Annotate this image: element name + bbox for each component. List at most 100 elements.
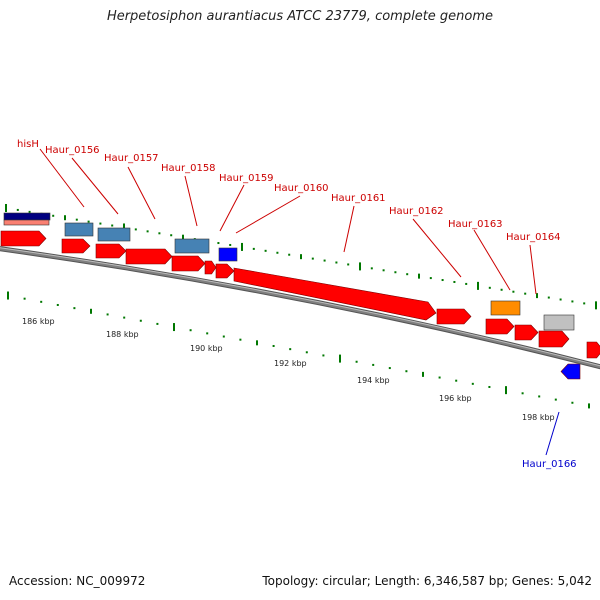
- blue-feature: [218, 247, 238, 262]
- inner-tick: [422, 371, 424, 377]
- gene-label: Haur_0159: [219, 173, 274, 184]
- cds-arrow: [514, 324, 539, 341]
- inner-tick: [189, 329, 192, 332]
- gene-label: Haur_0161: [331, 193, 386, 204]
- inner-tick: [322, 354, 325, 357]
- inner-tick: [256, 340, 258, 346]
- outer-tick: [16, 208, 19, 211]
- outer-tick: [99, 222, 102, 225]
- outer-tick: [52, 214, 55, 217]
- outer-tick: [441, 279, 444, 282]
- steelblue-feature: [97, 227, 131, 242]
- outer-tick: [488, 286, 491, 289]
- outer-tick: [252, 247, 255, 250]
- inner-tick: [521, 392, 524, 395]
- outer-tick: [158, 232, 161, 235]
- inner-tick: [554, 398, 557, 401]
- inner-tick: [139, 319, 142, 322]
- inner-tick: [7, 291, 9, 300]
- inner-tick: [73, 307, 76, 310]
- label-leaders: [39, 148, 560, 456]
- label-leader: [219, 184, 245, 232]
- cds-arrow: [125, 248, 173, 265]
- inner-tick: [588, 403, 590, 409]
- outer-tick: [241, 242, 243, 251]
- gene-label: Haur_0158: [161, 163, 216, 174]
- inner-tick: [272, 344, 275, 347]
- backbone-highlight: [0, 247, 600, 367]
- inner-tick: [156, 322, 159, 325]
- cds-arrow: [215, 263, 235, 279]
- label-leader: [39, 148, 85, 208]
- label-leader: [412, 218, 462, 278]
- accession-text: Accession: NC_009972: [9, 574, 146, 588]
- outer-tick: [406, 273, 409, 276]
- cds-arrow: [233, 267, 437, 321]
- outer-tick: [347, 263, 350, 266]
- inner-tick: [355, 360, 358, 363]
- inner-tick: [438, 376, 441, 379]
- outer-tick: [87, 220, 90, 223]
- inner-tick: [405, 370, 408, 373]
- gene-label: Haur_0160: [274, 183, 329, 194]
- outer-tick: [288, 253, 291, 256]
- outer-tick: [111, 224, 114, 227]
- inner-tick: [23, 297, 26, 300]
- outer-tick: [524, 292, 527, 295]
- cds-arrow: [436, 308, 472, 325]
- inner-tick: [372, 363, 375, 366]
- inner-tick: [455, 379, 458, 382]
- cds-arrow: [95, 243, 127, 259]
- inner-tick: [488, 385, 491, 388]
- label-leader: [473, 229, 511, 291]
- cds-arrow: [586, 341, 600, 359]
- cds-arrow: [204, 260, 217, 275]
- inner-tick: [40, 300, 43, 303]
- inner-tick: [239, 338, 242, 341]
- outer-tick: [583, 302, 586, 305]
- outer-tick: [359, 262, 361, 271]
- outer-tick: [182, 234, 184, 240]
- cds-arrow: [485, 318, 515, 335]
- outer-tick: [477, 281, 479, 290]
- inner-tick: [538, 395, 541, 398]
- outer-tick: [300, 254, 302, 260]
- outer-tick: [512, 290, 515, 293]
- outer-tick: [335, 261, 338, 264]
- outer-tick: [382, 269, 385, 272]
- label-leader: [184, 175, 198, 227]
- label-leader: [235, 195, 301, 234]
- label-leader: [71, 157, 119, 215]
- outer-tick: [264, 249, 267, 252]
- orange-feature: [490, 300, 521, 316]
- steelblue-feature: [174, 238, 210, 254]
- backbone-arc: [0, 247, 600, 369]
- outer-tick: [571, 300, 574, 303]
- label-leader: [127, 166, 156, 220]
- inner-tick: [339, 354, 341, 363]
- inner-tick: [305, 351, 308, 354]
- minus-strand-arrow: [560, 363, 581, 380]
- gene-label: Haur_0163: [448, 219, 503, 230]
- ruler-label: 196 kbp: [439, 394, 472, 403]
- outer-tick: [465, 282, 468, 285]
- ruler-label: 194 kbp: [357, 376, 390, 385]
- outer-tick: [394, 271, 397, 274]
- outer-tick: [123, 223, 125, 232]
- outer-tick: [276, 251, 279, 254]
- gene-labels: hisH Haur_0156 Haur_0157Haur_0158Haur_0159…: [17, 139, 577, 470]
- inner-tick: [289, 348, 292, 351]
- gene-label: Haur_0156: [45, 145, 100, 156]
- navy-feature: [3, 212, 51, 221]
- gene-label: hisH: [17, 139, 39, 150]
- grey-feature: [543, 314, 575, 331]
- steelblue-feature: [64, 222, 94, 237]
- inner-tick: [106, 313, 109, 316]
- inner-tick: [222, 335, 225, 338]
- outer-tick: [75, 218, 78, 221]
- inner-tick: [123, 316, 126, 319]
- outer-tick: [370, 267, 373, 270]
- inner-tick: [505, 386, 507, 395]
- page-title: Herpetosiphon aurantiacus ATCC 23779, co…: [106, 9, 494, 24]
- ruler-label: 188 kbp: [106, 330, 139, 339]
